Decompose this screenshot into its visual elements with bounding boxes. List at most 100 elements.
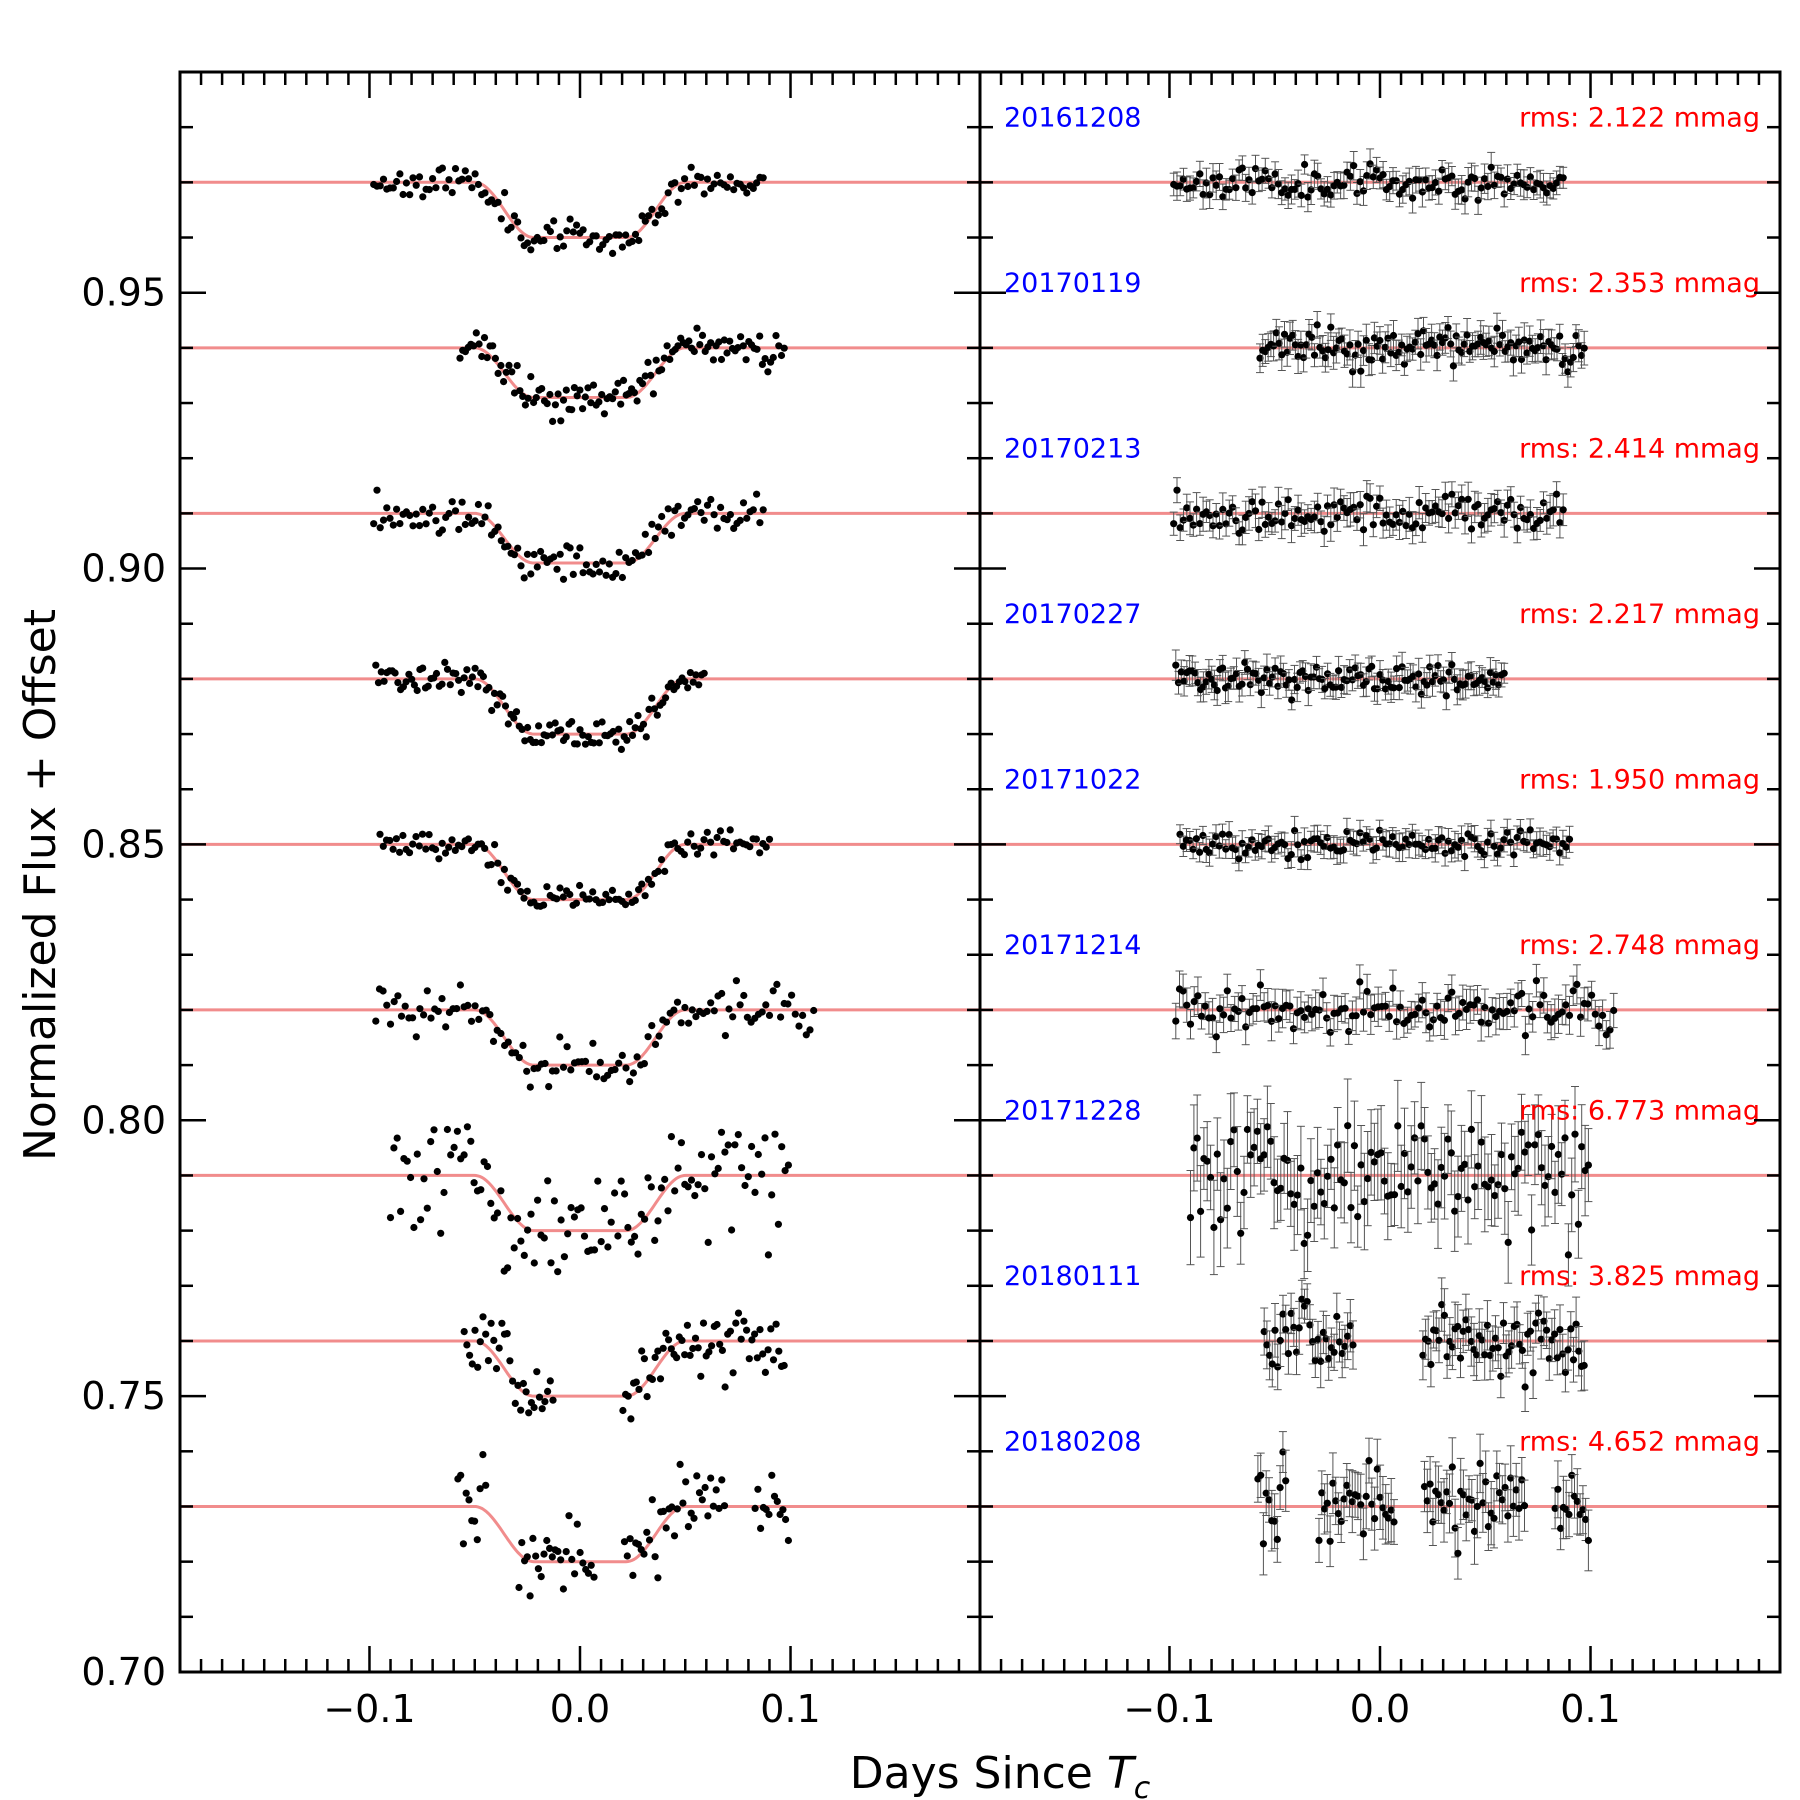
- rms-label-20161208: rms: 2.122 mmag: [1519, 102, 1760, 133]
- residual-point: [1415, 1004, 1423, 1012]
- data-point: [563, 1043, 571, 1051]
- residual-point: [1454, 1322, 1462, 1331]
- data-point: [619, 376, 628, 384]
- data-point: [372, 661, 380, 669]
- data-point: [576, 386, 584, 394]
- data-point: [492, 1365, 501, 1373]
- residual-point: [1219, 193, 1227, 201]
- residual-point: [1201, 1002, 1209, 1010]
- data-point: [412, 1033, 420, 1041]
- residual-point: [1458, 348, 1466, 357]
- data-point: [438, 680, 446, 688]
- data-point: [445, 176, 453, 184]
- data-point: [463, 1123, 471, 1131]
- data-point: [707, 339, 715, 347]
- residual-point: [1267, 1137, 1275, 1145]
- data-point: [464, 835, 472, 843]
- data-point: [415, 842, 423, 850]
- residual-point: [1471, 835, 1479, 843]
- data-point: [554, 390, 562, 398]
- residual-point: [1503, 175, 1512, 183]
- residual-point: [1304, 1005, 1312, 1013]
- residual-point: [1370, 1158, 1378, 1166]
- data-point: [634, 1540, 643, 1548]
- residual-point: [1412, 520, 1420, 528]
- data-point: [644, 358, 652, 366]
- data-point: [764, 1251, 773, 1259]
- residual-point: [1556, 519, 1564, 527]
- data-point: [684, 838, 692, 846]
- data-point: [490, 689, 499, 698]
- residual-point: [1299, 667, 1307, 675]
- residual-point: [1414, 1177, 1422, 1185]
- data-point: [700, 669, 708, 677]
- residual-point: [1320, 527, 1328, 535]
- data-point: [524, 723, 532, 732]
- residual-point: [1297, 1164, 1305, 1172]
- data-point: [442, 1023, 450, 1031]
- residual-point: [1477, 1138, 1485, 1146]
- data-point: [791, 1010, 799, 1018]
- residual-point: [1462, 1316, 1470, 1324]
- data-point: [684, 1183, 692, 1191]
- residual-point: [1447, 1149, 1455, 1157]
- residual-point: [1417, 350, 1425, 359]
- data-point: [474, 683, 482, 691]
- data-point: [648, 694, 656, 702]
- data-point: [703, 1007, 711, 1016]
- data-point: [452, 670, 460, 678]
- data-point: [736, 1001, 744, 1009]
- data-point: [502, 368, 510, 376]
- data-point: [678, 1336, 686, 1344]
- residual-point: [1304, 1231, 1312, 1239]
- data-point: [739, 184, 748, 192]
- data-point: [659, 1344, 667, 1352]
- data-point: [631, 724, 639, 732]
- residual-point: [1497, 173, 1505, 181]
- residual-point: [1217, 1216, 1225, 1224]
- data-point: [651, 1353, 659, 1361]
- data-point: [562, 386, 570, 394]
- residual-point: [1324, 346, 1332, 354]
- data-point: [662, 694, 670, 702]
- residual-point: [1438, 1301, 1446, 1309]
- data-point: [463, 1341, 471, 1349]
- data-point: [559, 1063, 568, 1071]
- residual-point: [1209, 174, 1217, 182]
- residual-point: [1193, 1134, 1201, 1142]
- data-point: [541, 1059, 549, 1068]
- data-point: [740, 1317, 748, 1325]
- data-point: [514, 218, 522, 226]
- residual-point: [1448, 988, 1456, 996]
- data-point: [560, 1253, 569, 1261]
- residual-point: [1580, 1361, 1588, 1370]
- data-point: [656, 1375, 665, 1383]
- data-point: [504, 720, 512, 728]
- residual-point: [1210, 681, 1218, 689]
- series-20170227-light-curve: [180, 658, 980, 754]
- data-point: [655, 1032, 663, 1040]
- residual-point: [1315, 1006, 1323, 1014]
- residual-point: [1497, 1372, 1505, 1380]
- residual-point: [1415, 670, 1423, 678]
- residual-point: [1370, 334, 1378, 342]
- data-point: [767, 1325, 775, 1333]
- data-point: [664, 1207, 672, 1215]
- residual-point: [1283, 1156, 1292, 1164]
- residual-point: [1369, 521, 1377, 529]
- data-point: [641, 217, 649, 225]
- data-point: [624, 1392, 632, 1400]
- data-point: [418, 830, 427, 838]
- residual-point: [1318, 1489, 1326, 1497]
- data-point: [497, 537, 505, 545]
- residual-point: [1206, 191, 1214, 199]
- data-point: [474, 180, 482, 189]
- data-point: [535, 722, 543, 730]
- data-point: [602, 571, 610, 579]
- residual-point: [1464, 1196, 1472, 1204]
- data-point: [736, 516, 744, 525]
- data-point: [500, 865, 508, 874]
- residual-point: [1346, 341, 1354, 349]
- residual-point: [1534, 1309, 1543, 1317]
- residual-point: [1319, 991, 1327, 999]
